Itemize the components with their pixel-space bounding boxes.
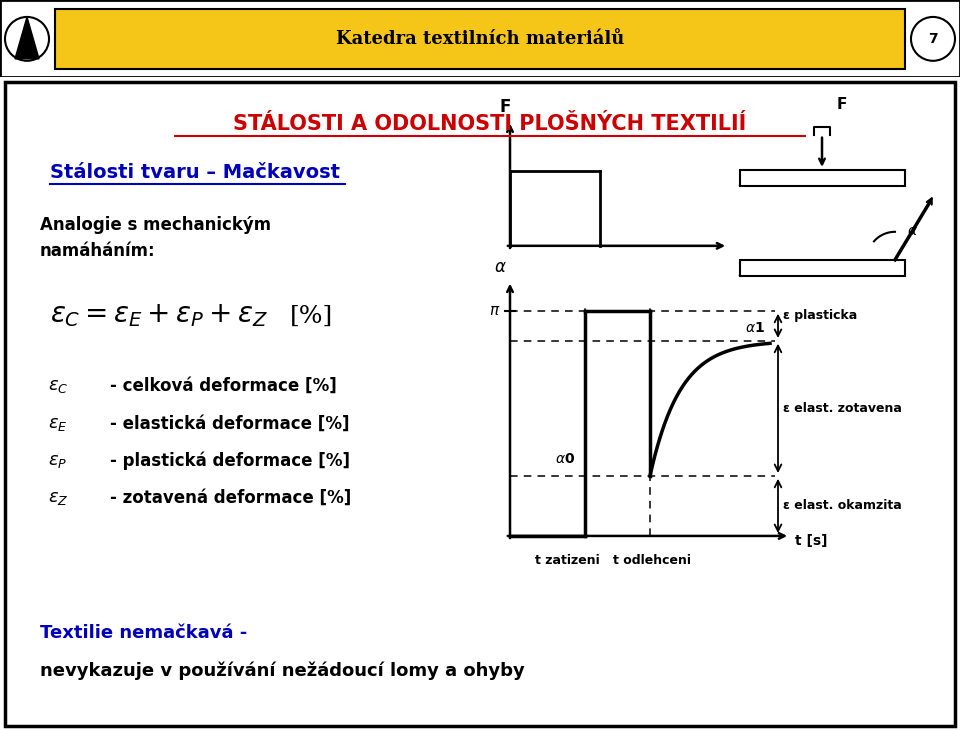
Text: Stálosti tvaru – Mačkavost: Stálosti tvaru – Mačkavost [50, 163, 340, 182]
Text: Katedra textilních materiálů: Katedra textilních materiálů [336, 30, 624, 48]
Text: ε plasticka: ε plasticka [783, 309, 857, 322]
Text: - elastická deformace [%]: - elastická deformace [%] [110, 415, 349, 433]
Text: - celková deformace [%]: - celková deformace [%] [110, 377, 337, 395]
Bar [740, 170, 905, 186]
Text: nevykazuje v používání nežádoucí lomy a ohyby: nevykazuje v používání nežádoucí lomy a … [40, 662, 525, 681]
Text: $\mathit{\varepsilon}_C = \mathit{\varepsilon}_E + \mathit{\varepsilon}_P + \mat: $\mathit{\varepsilon}_C = \mathit{\varep… [50, 303, 268, 330]
Bar [740, 260, 905, 276]
Text: ε elast. okamzita: ε elast. okamzita [783, 499, 901, 512]
Text: $\alpha$: $\alpha$ [493, 258, 506, 276]
Text: $\pi$: $\pi$ [489, 303, 500, 318]
Text: $\varepsilon_E$: $\varepsilon_E$ [48, 415, 68, 433]
Text: F: F [499, 98, 511, 115]
Polygon shape [15, 17, 39, 58]
Circle shape [5, 17, 49, 61]
Circle shape [911, 17, 955, 61]
Text: Textilie nemačkavá -: Textilie nemačkavá - [40, 624, 248, 642]
Text: $\alpha$1: $\alpha$1 [745, 321, 765, 335]
Text: 7: 7 [928, 32, 938, 46]
Text: $\varepsilon_Z$: $\varepsilon_Z$ [48, 489, 68, 507]
Text: $\varepsilon_P$: $\varepsilon_P$ [48, 452, 67, 470]
Text: ε elast. zotavena: ε elast. zotavena [783, 402, 901, 415]
Text: t [s]: t [s] [795, 534, 828, 548]
Text: t zatizeni: t zatizeni [535, 554, 599, 567]
Text: $\varepsilon_C$: $\varepsilon_C$ [48, 377, 68, 395]
Text: F: F [837, 97, 848, 113]
Text: Analogie s mechanickým: Analogie s mechanickým [40, 216, 271, 234]
Text: namáháním:: namáháním: [40, 242, 156, 260]
Text: $\alpha$0: $\alpha$0 [555, 452, 575, 466]
Text: $\alpha$: $\alpha$ [907, 224, 918, 238]
Text: - zotavená deformace [%]: - zotavená deformace [%] [110, 489, 351, 507]
Text: - plastická deformace [%]: - plastická deformace [%] [110, 452, 350, 470]
Text: [%]: [%] [290, 304, 333, 327]
Bar [55, 9, 905, 69]
Text: t odlehceni: t odlehceni [613, 554, 691, 567]
Text: STÁLOSTI A ODOLNOSTI PLOŠNÝCH TEXTILIÍ: STÁLOSTI A ODOLNOSTI PLOŠNÝCH TEXTILIÍ [233, 114, 747, 134]
